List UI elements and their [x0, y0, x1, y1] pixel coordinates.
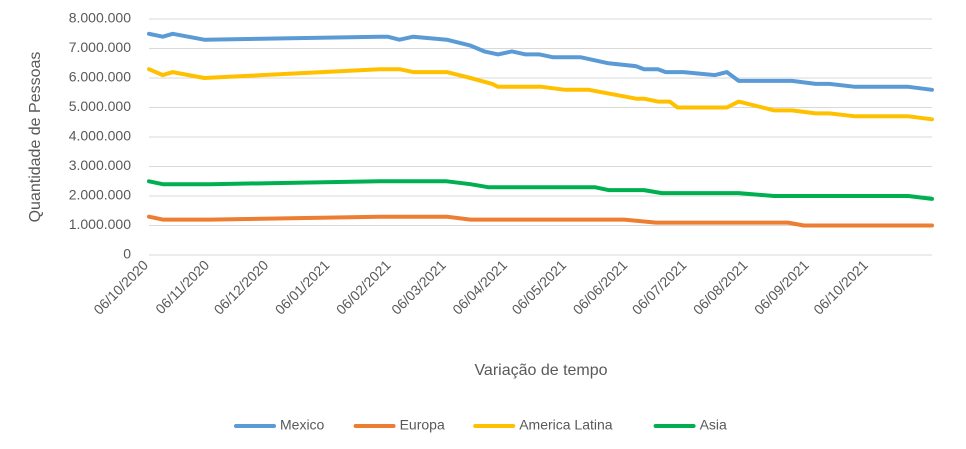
x-tick-label: 06/06/2021 — [570, 257, 631, 318]
legend-label-europa: Europa — [400, 417, 445, 433]
x-tick-label: 06/01/2021 — [272, 257, 333, 318]
y-tick-label: 1.000.000 — [69, 216, 131, 232]
y-tick-label: 4.000.000 — [69, 128, 131, 144]
x-tick-label: 06/10/2020 — [90, 257, 151, 318]
y-tick-label: 5.000.000 — [69, 98, 131, 114]
x-axis-title: Variação de tempo — [474, 362, 607, 379]
legend-label-mexico: Mexico — [280, 417, 325, 433]
x-tick-label: 06/03/2021 — [388, 257, 449, 318]
x-tick-label: 06/12/2020 — [211, 257, 272, 318]
legend: Mexico Europa America Latina Asia — [234, 417, 727, 433]
gridlines — [149, 18, 932, 256]
y-tick-label: 6.000.000 — [69, 69, 131, 85]
series-line-america-latina — [147, 67, 934, 122]
y-tick-label: 2.000.000 — [69, 187, 131, 203]
legend-label-asia: Asia — [700, 417, 727, 433]
x-tick-label: 06/02/2021 — [333, 257, 394, 318]
y-axis-title: Quantidade de Pessoas — [27, 52, 44, 223]
x-tick-label: 06/07/2021 — [629, 257, 690, 318]
y-tick-label: 8.000.000 — [69, 10, 131, 26]
y-tick-label: 3.000.000 — [69, 157, 131, 173]
x-tick-label: 06/09/2021 — [751, 257, 812, 318]
legend-label-america-latina: America Latina — [519, 417, 613, 433]
x-tick-label: 06/08/2021 — [690, 257, 751, 318]
x-tick-label: 06/04/2021 — [449, 257, 510, 318]
x-tick-label: 06/05/2021 — [508, 257, 569, 318]
y-axis-ticks: 0 1.000.000 2.000.000 3.000.000 4.000.000 5.0… — [69, 10, 132, 262]
series-line-asia — [147, 179, 934, 201]
x-tick-label: 06/11/2020 — [152, 257, 212, 317]
y-tick-label: 7.000.000 — [69, 39, 131, 55]
y-tick-label: 0 — [123, 246, 131, 262]
series-line-europa — [147, 214, 934, 228]
x-tick-label: 06/10/2021 — [810, 257, 871, 318]
series-lines — [147, 31, 934, 228]
series-line-mexico — [147, 31, 934, 92]
